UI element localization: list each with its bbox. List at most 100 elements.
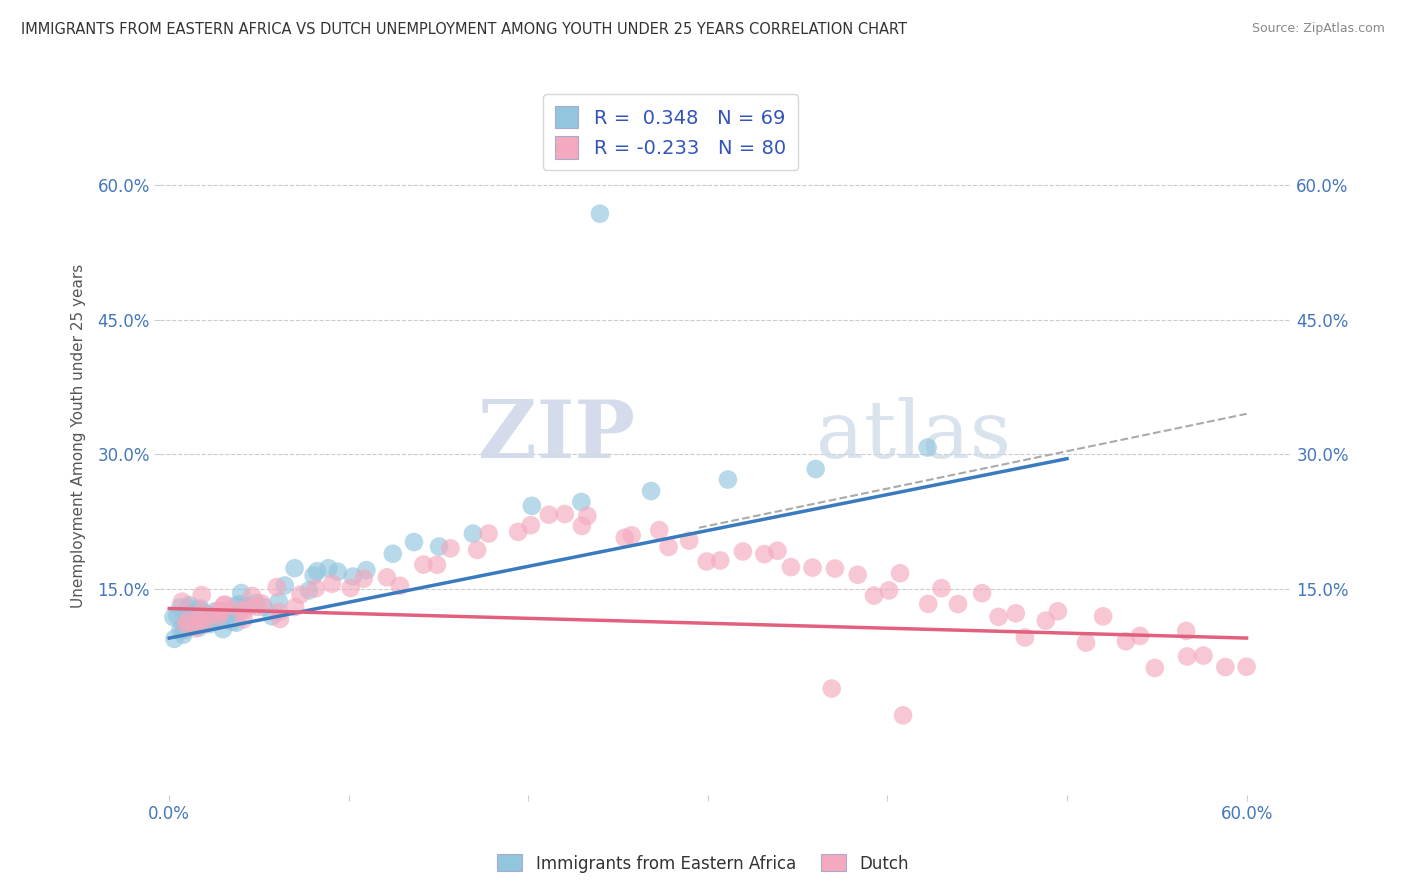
Immigrants from Eastern Africa: [174, 623, 197, 637]
Immigrants from Eastern Africa: [717, 473, 740, 487]
Dutch: [1175, 649, 1198, 664]
Immigrants from Eastern Africa: [224, 599, 246, 613]
Immigrants from Eastern Africa: [174, 614, 197, 628]
Immigrants from Eastern Africa: [520, 499, 543, 513]
Dutch: [305, 582, 328, 596]
Dutch: [193, 617, 215, 632]
Dutch: [1074, 635, 1097, 649]
Immigrants from Eastern Africa: [212, 622, 235, 636]
Dutch: [184, 621, 207, 635]
Immigrants from Eastern Africa: [218, 607, 240, 621]
Dutch: [290, 588, 312, 602]
Dutch: [1175, 624, 1198, 638]
Immigrants from Eastern Africa: [188, 603, 211, 617]
Immigrants from Eastern Africa: [198, 613, 221, 627]
Dutch: [537, 508, 560, 522]
Immigrants from Eastern Africa: [181, 614, 204, 628]
Immigrants from Eastern Africa: [180, 607, 202, 621]
Dutch: [1092, 609, 1115, 624]
Immigrants from Eastern Africa: [209, 611, 232, 625]
Immigrants from Eastern Africa: [262, 609, 284, 624]
Immigrants from Eastern Africa: [589, 207, 612, 221]
Dutch: [648, 523, 671, 537]
Immigrants from Eastern Africa: [228, 597, 250, 611]
Text: ZIP: ZIP: [478, 397, 636, 475]
Dutch: [554, 507, 576, 521]
Immigrants from Eastern Africa: [569, 495, 592, 509]
Dutch: [1014, 631, 1036, 645]
Immigrants from Eastern Africa: [198, 617, 221, 632]
Immigrants from Eastern Africa: [267, 594, 290, 608]
Text: atlas: atlas: [817, 397, 1011, 475]
Dutch: [388, 579, 411, 593]
Immigrants from Eastern Africa: [191, 607, 214, 621]
Dutch: [188, 613, 211, 627]
Dutch: [709, 553, 731, 567]
Y-axis label: Unemployment Among Youth under 25 years: Unemployment Among Youth under 25 years: [72, 264, 86, 608]
Dutch: [1192, 648, 1215, 663]
Dutch: [780, 560, 803, 574]
Dutch: [1236, 659, 1258, 673]
Immigrants from Eastern Africa: [201, 613, 224, 627]
Dutch: [232, 612, 254, 626]
Dutch: [678, 533, 700, 548]
Immigrants from Eastern Africa: [202, 614, 225, 628]
Immigrants from Eastern Africa: [225, 615, 247, 630]
Dutch: [846, 567, 869, 582]
Dutch: [917, 597, 939, 611]
Immigrants from Eastern Africa: [166, 608, 188, 623]
Dutch: [696, 555, 718, 569]
Dutch: [212, 598, 235, 612]
Dutch: [891, 708, 914, 723]
Immigrants from Eastern Africa: [461, 526, 484, 541]
Dutch: [821, 681, 844, 696]
Legend: R =  0.348   N = 69, R = -0.233   N = 80: R = 0.348 N = 69, R = -0.233 N = 80: [543, 95, 797, 170]
Immigrants from Eastern Africa: [187, 621, 209, 635]
Dutch: [208, 609, 231, 624]
Immigrants from Eastern Africa: [318, 561, 340, 575]
Dutch: [571, 519, 593, 533]
Dutch: [824, 561, 846, 575]
Dutch: [353, 572, 375, 586]
Dutch: [229, 603, 252, 617]
Dutch: [972, 586, 994, 600]
Immigrants from Eastern Africa: [198, 607, 221, 622]
Immigrants from Eastern Africa: [427, 540, 450, 554]
Dutch: [267, 605, 290, 619]
Dutch: [946, 597, 969, 611]
Immigrants from Eastern Africa: [187, 618, 209, 632]
Dutch: [1129, 629, 1152, 643]
Dutch: [1046, 604, 1069, 618]
Dutch: [508, 524, 530, 539]
Immigrants from Eastern Africa: [176, 609, 198, 624]
Dutch: [1213, 660, 1236, 674]
Immigrants from Eastern Africa: [640, 483, 662, 498]
Dutch: [176, 614, 198, 628]
Text: IMMIGRANTS FROM EASTERN AFRICA VS DUTCH UNEMPLOYMENT AMONG YOUTH UNDER 25 YEARS : IMMIGRANTS FROM EASTERN AFRICA VS DUTCH …: [21, 22, 907, 37]
Dutch: [519, 518, 541, 533]
Immigrants from Eastern Africa: [253, 599, 276, 614]
Immigrants from Eastern Africa: [176, 612, 198, 626]
Dutch: [766, 543, 789, 558]
Immigrants from Eastern Africa: [191, 613, 214, 627]
Dutch: [284, 600, 307, 615]
Dutch: [439, 541, 461, 556]
Immigrants from Eastern Africa: [217, 604, 239, 618]
Dutch: [233, 603, 256, 617]
Dutch: [576, 508, 599, 523]
Dutch: [170, 594, 193, 608]
Immigrants from Eastern Africa: [274, 578, 297, 592]
Dutch: [731, 544, 754, 558]
Immigrants from Eastern Africa: [917, 441, 939, 455]
Immigrants from Eastern Africa: [804, 462, 827, 476]
Dutch: [877, 583, 900, 598]
Immigrants from Eastern Africa: [169, 624, 191, 638]
Dutch: [863, 589, 886, 603]
Immigrants from Eastern Africa: [179, 598, 201, 612]
Dutch: [754, 547, 776, 561]
Immigrants from Eastern Africa: [326, 565, 349, 579]
Immigrants from Eastern Africa: [193, 614, 215, 628]
Dutch: [321, 576, 343, 591]
Immigrants from Eastern Africa: [302, 568, 325, 582]
Dutch: [339, 581, 361, 595]
